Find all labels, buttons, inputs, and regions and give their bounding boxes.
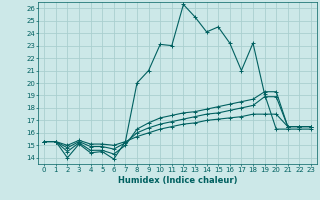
X-axis label: Humidex (Indice chaleur): Humidex (Indice chaleur) <box>118 176 237 185</box>
